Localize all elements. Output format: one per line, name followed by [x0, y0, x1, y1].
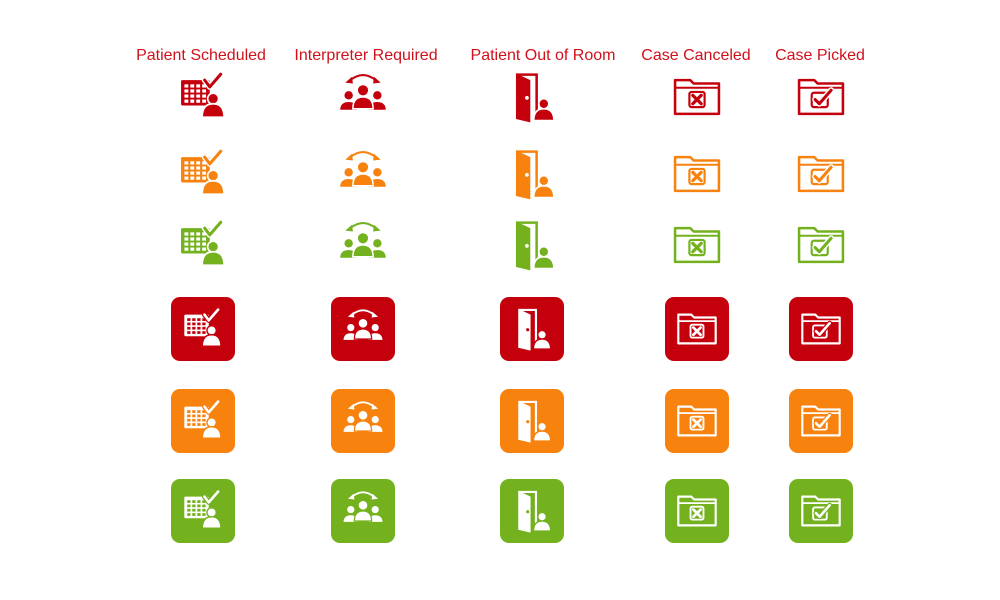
folder-x-icon	[670, 70, 724, 124]
folder-x-icon	[670, 147, 724, 201]
interpreter-group-icon	[336, 218, 390, 272]
open-door-patient-icon	[505, 70, 559, 124]
calendar-patient-icon	[176, 218, 230, 272]
open-door-patient-icon	[505, 147, 559, 201]
open-door-patient-icon	[500, 297, 564, 361]
calendar-patient-icon	[171, 479, 235, 543]
column-title-case-picked: Case Picked	[775, 47, 865, 64]
open-door-patient-icon	[505, 218, 559, 272]
folder-check-icon	[789, 389, 853, 453]
interpreter-group-icon	[336, 70, 390, 124]
interpreter-group-icon	[331, 479, 395, 543]
calendar-patient-icon	[171, 389, 235, 453]
open-door-patient-icon	[500, 479, 564, 543]
calendar-patient-icon	[176, 70, 230, 124]
column-title-interpreter-required: Interpreter Required	[294, 47, 438, 64]
folder-x-icon	[665, 389, 729, 453]
interpreter-group-icon	[331, 389, 395, 453]
interpreter-group-icon	[336, 147, 390, 201]
calendar-patient-icon	[171, 297, 235, 361]
folder-x-icon	[665, 479, 729, 543]
column-title-patient-out-of-room: Patient Out of Room	[470, 47, 616, 64]
folder-check-icon	[794, 218, 848, 272]
calendar-patient-icon	[176, 147, 230, 201]
folder-check-icon	[789, 297, 853, 361]
folder-x-icon	[670, 218, 724, 272]
folder-x-icon	[665, 297, 729, 361]
folder-check-icon	[794, 70, 848, 124]
open-door-patient-icon	[500, 389, 564, 453]
interpreter-group-icon	[331, 297, 395, 361]
folder-check-icon	[789, 479, 853, 543]
column-title-case-canceled: Case Canceled	[641, 47, 751, 64]
folder-check-icon	[794, 147, 848, 201]
column-title-patient-scheduled: Patient Scheduled	[136, 47, 266, 64]
